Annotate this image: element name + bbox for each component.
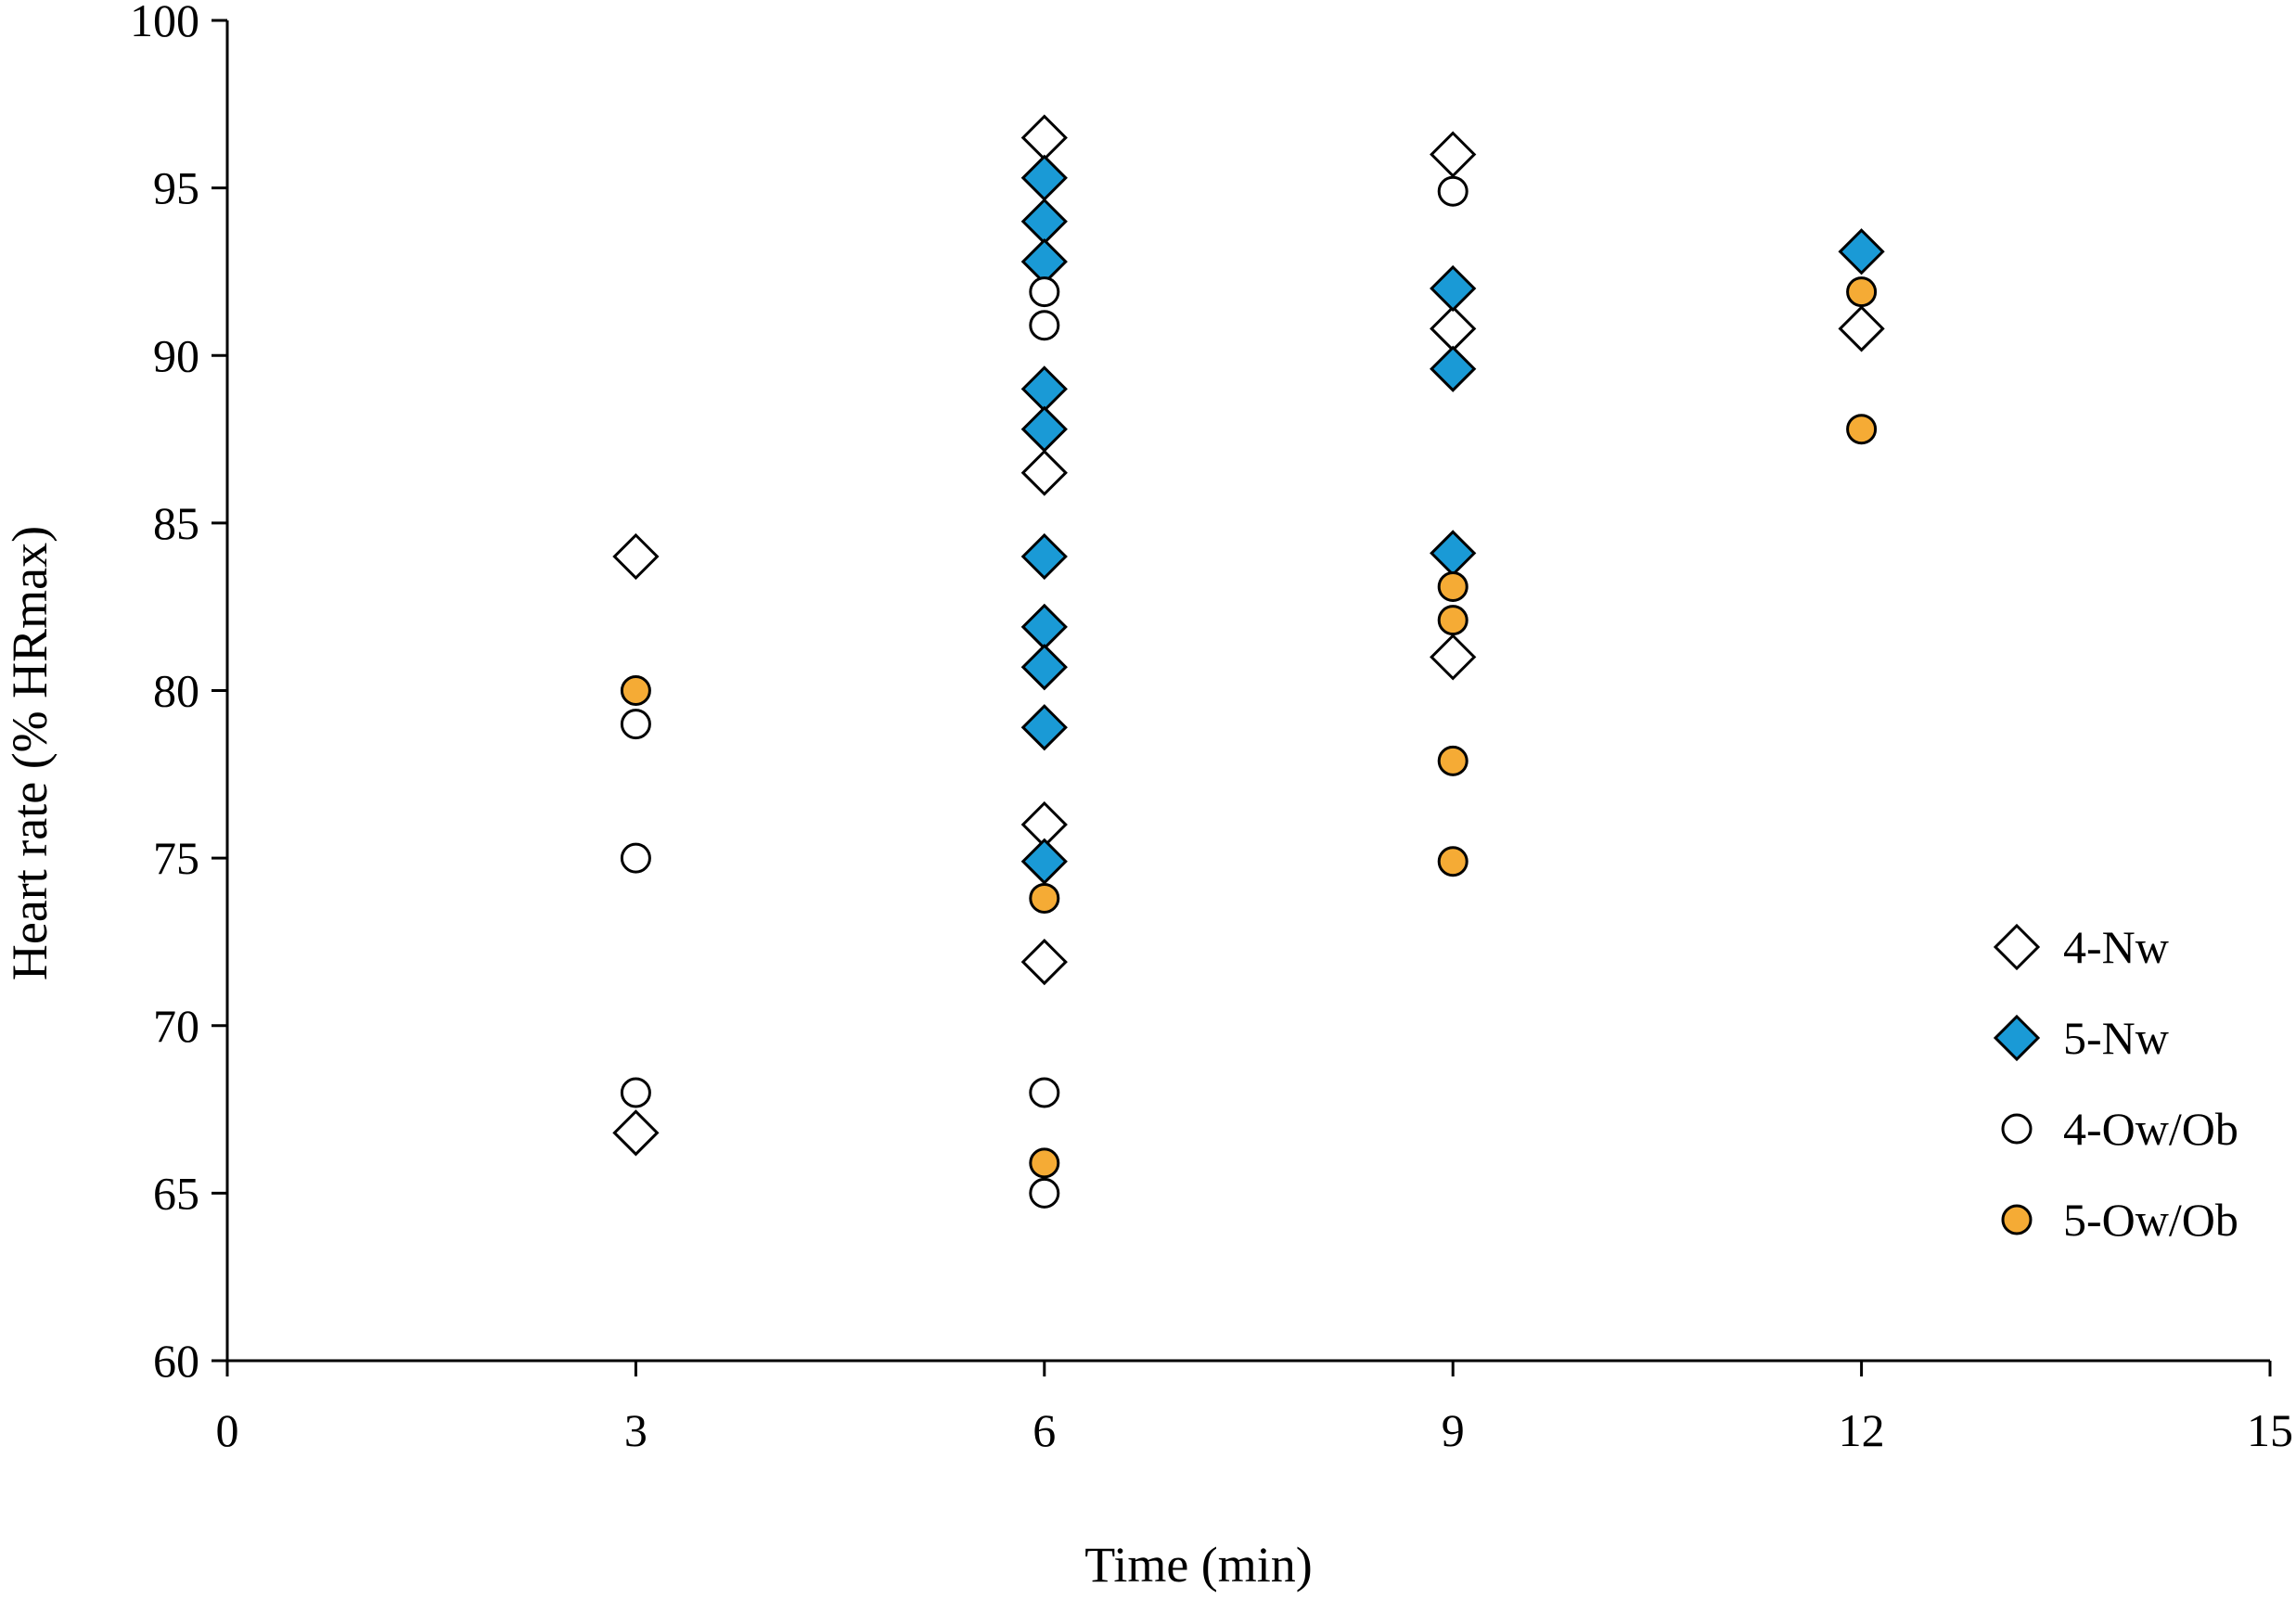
point-5-nw xyxy=(1020,838,1068,885)
data-points xyxy=(612,114,1885,1209)
point-4-nw xyxy=(1838,305,1885,352)
point-5-ow-ob xyxy=(1437,605,1469,636)
point-5-nw xyxy=(1020,644,1068,691)
point-4-ow-ob xyxy=(1029,310,1060,341)
point-5-ow-ob xyxy=(1846,414,1878,445)
point-4-nw xyxy=(1430,305,1477,352)
x-tick-label: 9 xyxy=(1442,1404,1465,1456)
point-5-nw xyxy=(1020,704,1068,751)
point-4-ow-ob xyxy=(1029,276,1060,308)
point-4-ow-ob xyxy=(1437,175,1469,207)
point-5-nw xyxy=(1838,228,1885,275)
y-tick-label: 100 xyxy=(130,0,199,46)
point-4-nw xyxy=(1020,114,1068,161)
y-tick-label: 85 xyxy=(153,497,199,549)
x-tick-label: 12 xyxy=(1839,1404,1885,1456)
y-tick-label: 65 xyxy=(153,1167,199,1219)
y-tick-label: 90 xyxy=(153,329,199,381)
point-4-ow-ob xyxy=(620,709,651,740)
point-4-nw xyxy=(1020,449,1068,496)
axes: 60 65 70 75 80 85 90 95 100 0 3 6 9 12 15 xyxy=(130,0,2293,1456)
x-axis-title: Time (min) xyxy=(1084,1537,1313,1593)
point-5-nw xyxy=(1020,532,1068,581)
point-5-nw xyxy=(1020,365,1068,413)
x-tick-label: 3 xyxy=(624,1404,648,1456)
point-4-ow-ob xyxy=(1029,1177,1060,1209)
point-5-nw xyxy=(1020,603,1068,650)
point-5-ow-ob xyxy=(1437,745,1469,776)
point-4-ow-ob xyxy=(1029,1077,1060,1108)
point-4-nw xyxy=(612,1109,660,1157)
legend: 4-Nw 5-Nw 4-Ow/Ob 5-Ow/Ob xyxy=(1993,921,2238,1246)
point-5-ow-ob xyxy=(1437,571,1469,603)
point-4-ow-ob xyxy=(620,1077,651,1108)
legend-marker-4-ow-ob xyxy=(2001,1113,2033,1145)
y-axis-title: Heart rate (% HRmax) xyxy=(2,526,58,980)
point-4-nw xyxy=(612,532,660,581)
legend-label-4-ow-ob: 4-Ow/Ob xyxy=(2063,1103,2238,1155)
y-tick-label: 70 xyxy=(153,1000,199,1052)
point-4-nw xyxy=(1020,938,1068,986)
point-5-nw xyxy=(1020,198,1068,245)
legend-label-5-ow-ob: 5-Ow/Ob xyxy=(2063,1194,2238,1246)
point-4-ow-ob xyxy=(620,842,651,874)
legend-marker-5-nw xyxy=(1993,1014,2041,1062)
point-4-nw xyxy=(1430,634,1477,681)
point-4-nw xyxy=(1430,131,1477,178)
point-5-ow-ob xyxy=(1029,1147,1060,1179)
y-tick-label: 80 xyxy=(153,665,199,717)
point-5-nw xyxy=(1020,154,1068,201)
point-5-ow-ob xyxy=(620,675,651,706)
legend-label-4-nw: 4-Nw xyxy=(2063,921,2169,973)
point-5-ow-ob xyxy=(1029,882,1060,914)
legend-marker-4-nw xyxy=(1993,923,2041,971)
x-tick-label: 0 xyxy=(216,1404,239,1456)
legend-label-5-nw: 5-Nw xyxy=(2063,1012,2169,1064)
point-5-ow-ob xyxy=(1846,276,1878,308)
x-tick-label: 6 xyxy=(1033,1404,1056,1456)
y-tick-label: 60 xyxy=(153,1335,199,1387)
point-5-ow-ob xyxy=(1437,846,1469,877)
legend-marker-5-ow-ob xyxy=(2001,1204,2033,1235)
y-tick-label: 75 xyxy=(153,832,199,884)
y-tick-label: 95 xyxy=(153,162,199,214)
point-5-nw xyxy=(1430,264,1477,313)
point-5-nw xyxy=(1020,405,1068,453)
point-5-nw xyxy=(1430,530,1477,577)
x-tick-label: 15 xyxy=(2247,1404,2293,1456)
point-5-nw xyxy=(1430,345,1477,392)
